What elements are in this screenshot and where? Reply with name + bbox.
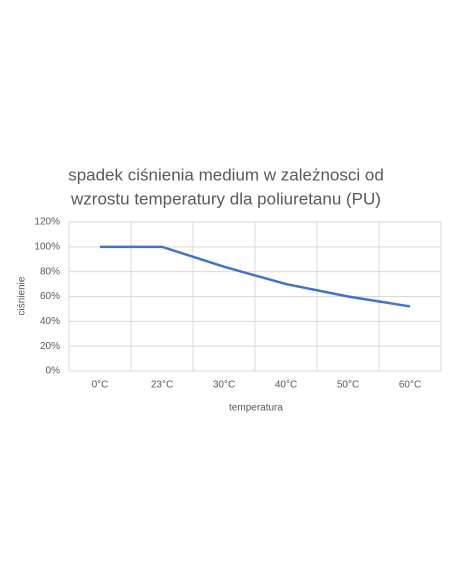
x-tick-label: 40°C (275, 380, 297, 391)
x-tick-label: 60°C (399, 380, 421, 391)
x-tick-label: 30°C (213, 380, 235, 391)
y-tick-label: 20% (40, 341, 60, 352)
y-tick-label: 120% (34, 217, 60, 228)
y-tick-label: 60% (40, 291, 60, 302)
chart-title: spadek ciśnienia medium w zależnosci od (68, 165, 384, 184)
chart-title: wzrostu temperatury dla poliuretanu (PU) (70, 189, 381, 208)
data-line (100, 245, 411, 308)
x-tick-label: 50°C (337, 380, 359, 391)
x-tick-label: 23°C (151, 380, 173, 391)
y-axis-label: ciśnienie (17, 276, 28, 315)
x-axis-label: temperatura (229, 403, 283, 414)
y-tick-label: 40% (40, 316, 60, 327)
y-tick-label: 100% (34, 241, 60, 252)
y-tick-label: 80% (40, 266, 60, 277)
x-tick-label: 0°C (92, 380, 109, 391)
y-tick-label: 0% (46, 366, 61, 377)
